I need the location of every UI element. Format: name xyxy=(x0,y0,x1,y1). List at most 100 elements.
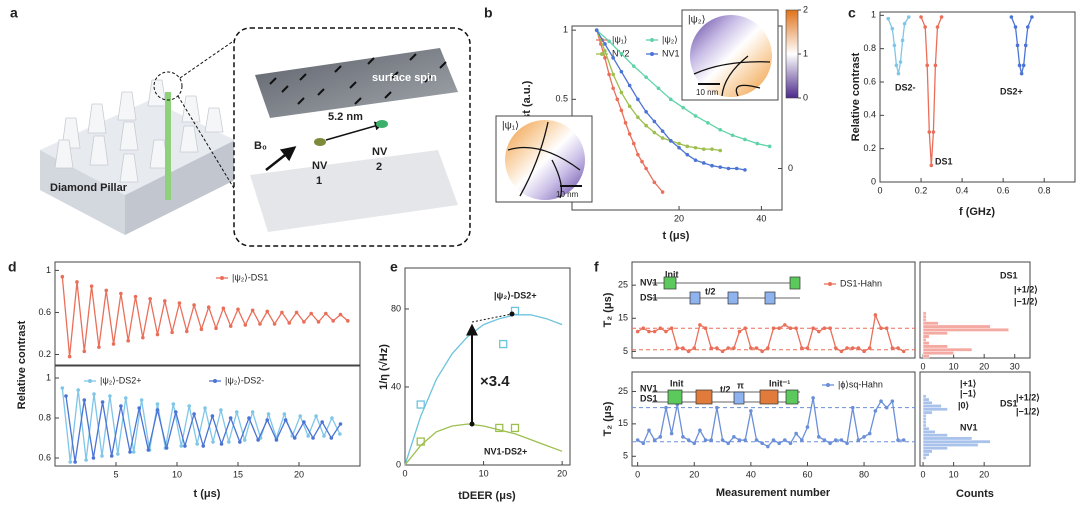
data-point xyxy=(199,327,204,332)
data-point xyxy=(644,75,648,79)
inset-contour xyxy=(693,55,771,97)
histogram-bar xyxy=(922,436,973,441)
data-point xyxy=(619,51,624,56)
data-point xyxy=(287,321,292,325)
data-point xyxy=(84,458,88,462)
data-point xyxy=(664,329,668,334)
inset-contour xyxy=(507,121,581,199)
nv-label: NV xyxy=(372,146,388,158)
nv-label: 2 xyxy=(376,161,382,173)
data-point xyxy=(1023,43,1028,48)
panel-label: c xyxy=(848,5,856,21)
data-point xyxy=(619,90,624,95)
x-tick-label: 40 xyxy=(756,213,766,223)
data-point xyxy=(1009,15,1014,19)
data-point xyxy=(901,349,906,354)
nv2-dot xyxy=(376,120,388,128)
data-point xyxy=(664,405,668,410)
x-tick-label: 0.8 xyxy=(1038,185,1051,195)
legend-label: |ψ₂⟩-DS2- xyxy=(225,375,264,385)
plot-frame xyxy=(919,261,1031,359)
data-point xyxy=(669,139,673,143)
plot-frame xyxy=(54,261,361,366)
annotation: π xyxy=(737,380,744,390)
data-point xyxy=(652,180,657,185)
y-tick-label: 0.6 xyxy=(863,76,876,86)
data-point xyxy=(788,441,793,446)
data-point xyxy=(931,130,936,134)
histogram-bar xyxy=(922,420,927,425)
data-point xyxy=(274,438,279,442)
data-point xyxy=(703,438,708,442)
data-point xyxy=(234,410,239,414)
distance-label: 5.2 nm xyxy=(328,111,363,123)
annotation: |−1⟩ xyxy=(960,388,976,398)
data-point xyxy=(201,444,206,448)
annotation: |+1/2⟩ xyxy=(1014,284,1038,294)
data-point xyxy=(822,326,827,331)
field-arrow xyxy=(265,146,297,171)
histogram-bar xyxy=(922,407,948,412)
histogram-bar xyxy=(922,341,930,345)
pillar-nv xyxy=(165,92,171,200)
colorbar-tick-label: 2 xyxy=(803,4,808,14)
x-axis-label: t (μs) xyxy=(663,230,690,242)
data-point xyxy=(73,460,77,464)
legend-label: NV1 xyxy=(662,48,680,58)
data-point xyxy=(892,43,897,48)
data-point xyxy=(302,320,306,324)
data-point xyxy=(658,326,663,331)
annotation: |+1⟩ xyxy=(960,378,976,388)
legend-marker xyxy=(826,383,830,387)
y-tick-label: 0.5 xyxy=(555,94,568,104)
legend-label: |ψ₁⟩ xyxy=(612,34,627,44)
data-point xyxy=(324,311,328,316)
data-point xyxy=(139,398,144,402)
y-axis-label: T₂ (μs) xyxy=(602,292,614,327)
x-tick-label: 0 xyxy=(921,361,926,371)
data-point xyxy=(896,438,900,442)
data-point xyxy=(685,152,690,157)
data-point xyxy=(692,346,697,350)
data-point xyxy=(760,349,764,354)
data-point xyxy=(123,396,128,400)
histogram-bar xyxy=(922,354,930,359)
data-point xyxy=(227,440,231,444)
data-point xyxy=(641,326,646,331)
histogram-bar xyxy=(922,430,936,434)
distance-arrow xyxy=(325,121,384,141)
data-point xyxy=(631,64,636,68)
data-point xyxy=(330,416,334,420)
data-point xyxy=(346,319,350,323)
data-point xyxy=(706,121,710,125)
data-point xyxy=(845,441,849,446)
annotation: Init xyxy=(665,269,679,279)
data-point xyxy=(896,346,900,350)
data-point xyxy=(214,326,218,331)
data-point xyxy=(1030,15,1034,19)
data-point xyxy=(89,284,94,288)
data-point xyxy=(338,312,343,317)
data-point xyxy=(619,108,624,113)
scale-bar-label: 10 nm xyxy=(696,88,719,97)
data-point xyxy=(873,409,878,413)
data-point xyxy=(228,324,233,328)
data-point xyxy=(766,346,770,350)
surface-spins xyxy=(269,53,447,105)
data-point xyxy=(730,133,735,138)
data-point xyxy=(416,437,425,446)
x-tick-label: 0.2 xyxy=(915,185,928,195)
histogram-bar xyxy=(922,426,930,431)
histogram-bar xyxy=(922,446,948,450)
data-point xyxy=(652,438,657,442)
x-tick-label: 10 xyxy=(949,361,959,371)
y-tick-label: 40 xyxy=(391,381,401,391)
data-point xyxy=(155,408,160,412)
annotation: DS1 xyxy=(640,393,658,403)
x-tick-label: 20 xyxy=(689,469,699,479)
annotation: t/2 xyxy=(705,286,716,296)
histogram-bar xyxy=(922,456,927,460)
data-point xyxy=(734,166,739,171)
y2-tick-label: 0 xyxy=(788,163,793,173)
data-point xyxy=(715,346,719,350)
